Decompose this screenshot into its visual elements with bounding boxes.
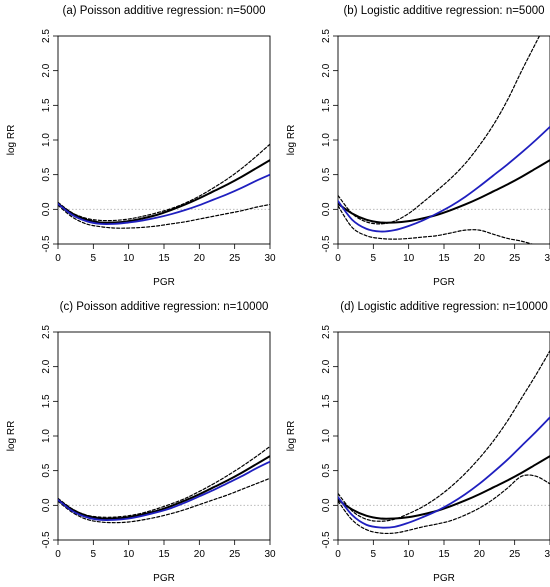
x-tick-label: 30 bbox=[544, 253, 550, 264]
y-tick-label: 2.5 bbox=[321, 325, 332, 339]
y-tick-label: 0.0 bbox=[41, 202, 52, 216]
y-tick-label: 2.5 bbox=[41, 325, 52, 339]
x-tick-label: 10 bbox=[403, 549, 415, 560]
y-tick-label: 0.5 bbox=[41, 463, 52, 477]
x-tick-label: 10 bbox=[123, 253, 135, 264]
x-tick-label: 20 bbox=[474, 549, 486, 560]
x-tick-label: 15 bbox=[438, 549, 450, 560]
y-tick-label: 2.5 bbox=[41, 29, 52, 43]
series-line-estimate bbox=[338, 416, 550, 529]
y-tick-label: 0.5 bbox=[41, 167, 52, 181]
x-tick-label: 5 bbox=[91, 549, 97, 560]
curves bbox=[58, 143, 270, 229]
y-tick-label: -0.5 bbox=[41, 235, 52, 253]
x-tick-label: 25 bbox=[229, 253, 241, 264]
curves bbox=[338, 36, 550, 244]
panel-title: (a) Poisson additive regression: n=5000 bbox=[63, 5, 266, 17]
x-tick-label: 25 bbox=[509, 253, 521, 264]
series-line-estimate bbox=[58, 173, 270, 226]
x-tick-label: 20 bbox=[194, 253, 206, 264]
series-line-ci-lower bbox=[58, 203, 270, 229]
chart-panel-4: (d) Logistic additive regression: n=1000… bbox=[286, 301, 550, 584]
series-line-ci-upper bbox=[58, 143, 270, 222]
y-tick-label: -0.5 bbox=[321, 235, 332, 253]
series-line-ci-lower bbox=[338, 205, 534, 244]
chart-panel-2: (b) Logistic additive regression: n=5000… bbox=[286, 5, 550, 288]
x-tick-label: 25 bbox=[509, 549, 521, 560]
y-tick-label: 2.0 bbox=[41, 63, 52, 77]
y-tick-label: -0.5 bbox=[41, 531, 52, 549]
y-tick-label: 1.0 bbox=[41, 429, 52, 443]
y-tick-label: 1.5 bbox=[41, 98, 52, 112]
x-tick-label: 30 bbox=[264, 549, 276, 560]
y-tick-label: 2.0 bbox=[41, 359, 52, 373]
panel-title: (c) Poisson additive regression: n=10000 bbox=[60, 301, 269, 313]
x-tick-label: 15 bbox=[158, 253, 170, 264]
x-tick-label: 10 bbox=[403, 253, 415, 264]
y-tick-label: 1.0 bbox=[321, 429, 332, 443]
y-tick-label: 2.0 bbox=[321, 63, 332, 77]
panel-title: (d) Logistic additive regression: n=1000… bbox=[340, 301, 547, 313]
x-tick-label: 20 bbox=[474, 253, 486, 264]
series-line-ci-upper bbox=[338, 350, 550, 522]
y-tick-label: 0.0 bbox=[321, 498, 332, 512]
y-axis-label: log RR bbox=[6, 421, 17, 452]
x-tick-label: 0 bbox=[55, 549, 61, 560]
curves bbox=[58, 445, 270, 524]
panel-title: (b) Logistic additive regression: n=5000 bbox=[343, 5, 544, 17]
x-axis-label: PGR bbox=[153, 277, 175, 288]
y-tick-label: 1.5 bbox=[41, 394, 52, 408]
x-tick-label: 5 bbox=[91, 253, 97, 264]
series-line-ci-upper bbox=[58, 445, 270, 518]
y-axis-label: log RR bbox=[286, 125, 297, 156]
x-tick-label: 15 bbox=[438, 253, 450, 264]
chart-panel-3: (c) Poisson additive regression: n=10000… bbox=[6, 301, 276, 584]
series-line-ci-lower bbox=[58, 477, 270, 524]
series-line-truth bbox=[338, 455, 550, 520]
y-tick-label: 2.0 bbox=[321, 359, 332, 373]
curves bbox=[338, 350, 550, 535]
x-tick-label: 0 bbox=[55, 253, 61, 264]
series-line-truth bbox=[58, 159, 270, 224]
series-line-truth bbox=[338, 159, 550, 224]
y-axis-label: log RR bbox=[286, 421, 297, 452]
x-tick-label: 5 bbox=[371, 253, 377, 264]
y-tick-label: 1.5 bbox=[321, 394, 332, 408]
series-line-estimate bbox=[58, 460, 270, 522]
y-tick-label: -0.5 bbox=[321, 531, 332, 549]
x-tick-label: 20 bbox=[194, 549, 206, 560]
x-axis-label: PGR bbox=[433, 277, 455, 288]
chart-panel-1: (a) Poisson additive regression: n=5000 0… bbox=[6, 5, 276, 288]
x-tick-label: 0 bbox=[335, 549, 341, 560]
x-tick-label: 25 bbox=[229, 549, 241, 560]
x-axis-label: PGR bbox=[153, 573, 175, 584]
x-axis-label: PGR bbox=[433, 573, 455, 584]
y-tick-label: 0.0 bbox=[41, 498, 52, 512]
x-tick-label: 5 bbox=[371, 549, 377, 560]
x-tick-label: 0 bbox=[335, 253, 341, 264]
x-tick-label: 30 bbox=[544, 549, 550, 560]
series-line-truth bbox=[58, 455, 270, 520]
y-tick-label: 2.5 bbox=[321, 29, 332, 43]
y-tick-label: 1.5 bbox=[321, 98, 332, 112]
x-tick-label: 30 bbox=[264, 253, 276, 264]
series-line-ci-lower bbox=[338, 474, 550, 535]
y-tick-label: 1.0 bbox=[41, 133, 52, 147]
y-tick-label: 1.0 bbox=[321, 133, 332, 147]
x-tick-label: 10 bbox=[123, 549, 135, 560]
y-tick-label: 0.0 bbox=[321, 202, 332, 216]
series-line-ci-upper bbox=[338, 36, 541, 225]
x-tick-label: 15 bbox=[158, 549, 170, 560]
y-tick-label: 0.5 bbox=[321, 463, 332, 477]
y-tick-label: 0.5 bbox=[321, 167, 332, 181]
series-line-estimate bbox=[338, 125, 550, 233]
y-axis-label: log RR bbox=[6, 125, 17, 156]
